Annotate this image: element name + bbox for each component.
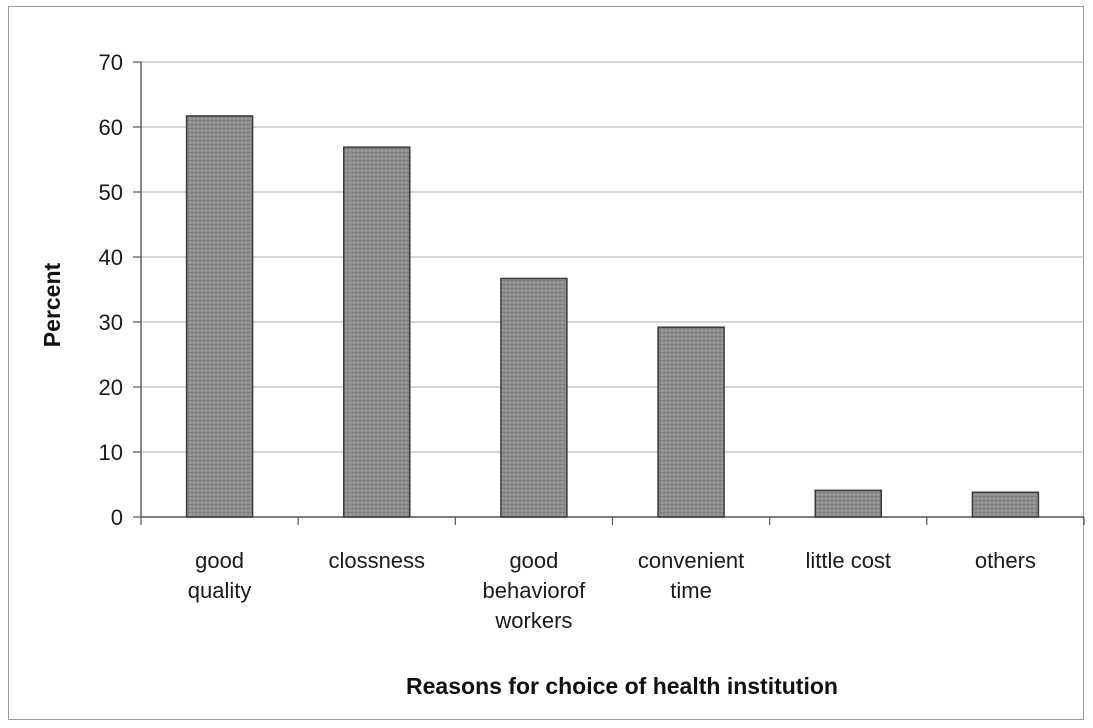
bar (500, 277, 568, 518)
bars (185, 115, 1040, 518)
y-tick-labels: 0 10 20 30 40 50 60 70 (99, 50, 123, 530)
grid-lines (141, 61, 1084, 453)
y-tick-label: 60 (99, 115, 123, 140)
y-tick-label: 40 (99, 245, 123, 270)
y-tick-label: 20 (99, 375, 123, 400)
x-category-label: good behaviorof workers (483, 548, 587, 633)
x-category-label: clossness (328, 548, 425, 573)
y-tick-label: 70 (99, 50, 123, 75)
x-category-label: others (975, 548, 1036, 573)
bar (342, 146, 411, 518)
y-tick-label: 10 (99, 440, 123, 465)
y-tick-label: 30 (99, 310, 123, 335)
x-axis-title: Reasons for choice of health institution (406, 673, 838, 699)
x-category-labels: good quality clossness good behaviorof worker… (188, 548, 1036, 633)
y-tick-label: 50 (99, 180, 123, 205)
x-category-label: good quality (188, 548, 252, 603)
x-category-label: little cost (805, 548, 891, 573)
x-category-label: convenient time (638, 548, 744, 603)
bar (814, 489, 883, 518)
axes (133, 61, 1085, 525)
bar (971, 491, 1040, 518)
y-axis-title: Percent (39, 262, 65, 347)
bar (657, 326, 725, 518)
bar (185, 115, 254, 518)
y-tick-label: 0 (111, 505, 123, 530)
